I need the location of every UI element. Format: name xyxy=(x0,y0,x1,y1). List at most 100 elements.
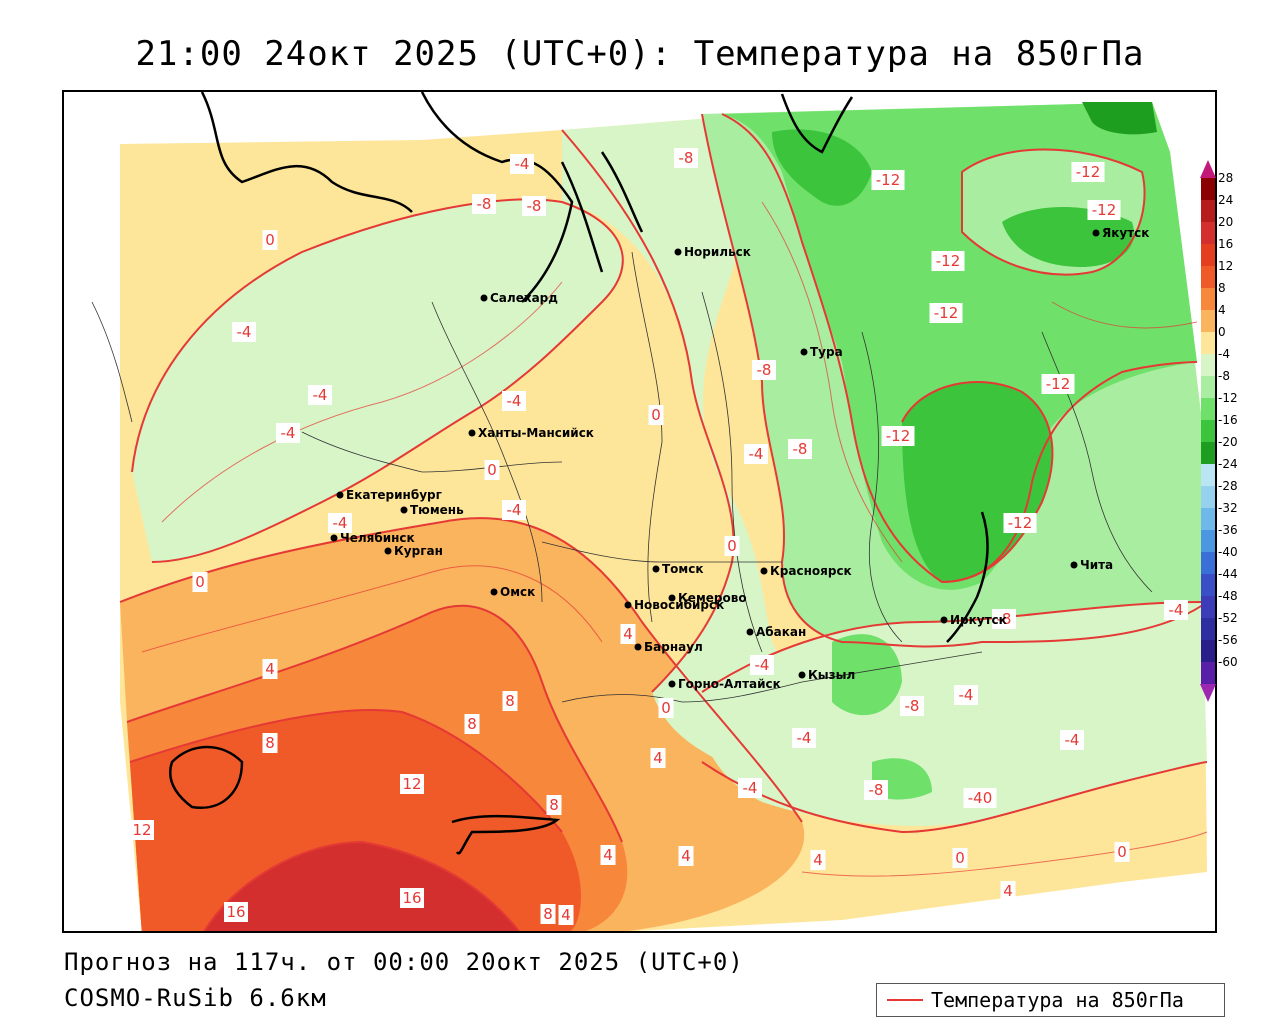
city-label: Омск xyxy=(500,585,535,599)
isotherm-label-bg xyxy=(522,196,546,216)
isotherm-label: 8 xyxy=(505,692,515,710)
city-dot xyxy=(490,588,498,596)
isotherm-label-bg xyxy=(484,460,500,480)
isotherm-label: 8 xyxy=(549,796,559,814)
isotherm-label-bg xyxy=(400,888,424,908)
colorbar-tick: -12 xyxy=(1218,391,1238,405)
isotherm-label-bg xyxy=(929,303,963,323)
isotherm-label: 0 xyxy=(1117,843,1127,861)
city-label: Тура xyxy=(810,345,843,359)
isotherm-lines xyxy=(119,113,1208,931)
isotherm-label-bg xyxy=(678,846,694,866)
isotherm-label: 4 xyxy=(813,851,823,869)
isotherm-label-bg xyxy=(262,733,278,753)
city-label: Горно-Алтайск xyxy=(678,677,781,691)
isotherm-label-bg xyxy=(963,788,997,808)
isotherm-label: -4 xyxy=(281,424,296,442)
forecast-info: Прогноз на 117ч. от 00:00 20окт 2025 (UT… xyxy=(64,948,744,976)
isotherm-label-bg xyxy=(464,714,480,734)
colorbar-cell xyxy=(1201,244,1215,266)
isotherm-label: -8 xyxy=(793,440,808,458)
isotherm-label-bg xyxy=(1087,200,1121,220)
isotherm-label-bg xyxy=(931,251,965,271)
city-label: Екатеринбург xyxy=(346,488,442,502)
isotherm-label: -4 xyxy=(237,323,252,341)
cool-zone-north xyxy=(562,114,783,762)
colorbar-tick: 8 xyxy=(1218,281,1226,295)
isotherm-label: 4 xyxy=(1003,882,1013,900)
colorbar-tick: -20 xyxy=(1218,435,1238,449)
colorbar-cell xyxy=(1201,332,1215,354)
colorbar-tick: -36 xyxy=(1218,523,1238,537)
city-dot xyxy=(800,348,808,356)
isotherm-label: -4 xyxy=(333,514,348,532)
isotherm-label-bg xyxy=(788,439,812,459)
isotherm-label-bg xyxy=(1071,162,1105,182)
isotherm-label: 0 xyxy=(661,699,671,717)
temperature-map: -4 -8-8 -80-12 -12-12-12-12-4-8-12-4 -40-4 -1… xyxy=(91,92,1208,931)
colorbar-tick: 20 xyxy=(1218,215,1234,229)
isotherm-label: 4 xyxy=(681,847,691,865)
legend-label: Температура на 850гПа xyxy=(931,988,1184,1012)
colorbar-tick: -32 xyxy=(1218,501,1238,515)
cold-core-northeast xyxy=(1082,102,1157,135)
city-dot xyxy=(1092,229,1100,237)
isotherm-label-bg xyxy=(881,426,915,446)
warm-zone-16 xyxy=(204,842,519,931)
isotherm-label-bg xyxy=(540,904,556,924)
isotherm-label-bg xyxy=(1003,513,1037,533)
model-name: COSMO-RuSib 6.6км xyxy=(64,984,327,1012)
city-label: Тюмень xyxy=(410,503,464,517)
colorbar-tick: -60 xyxy=(1218,655,1238,669)
isotherm-label-bg xyxy=(1164,600,1188,620)
city-label: Чита xyxy=(1080,558,1113,572)
isotherm-label-bg xyxy=(954,685,978,705)
colorbar-tick: -8 xyxy=(1218,369,1230,383)
isotherm-label: -4 xyxy=(1065,731,1080,749)
isotherm-label-bg xyxy=(232,322,256,342)
isotherm-label-bg xyxy=(620,624,636,644)
isotherm-label: -12 xyxy=(1046,375,1071,393)
isotherm-label-bg xyxy=(1114,842,1130,862)
isotherm-label: -8 xyxy=(527,197,542,215)
colorbar-cell xyxy=(1201,442,1215,464)
colorbar-tick: -40 xyxy=(1218,545,1238,559)
isotherm-label-bg xyxy=(738,778,762,798)
city-dot xyxy=(384,547,392,555)
isotherm-label-bg xyxy=(308,385,332,405)
isotherm-label: 8 xyxy=(543,905,553,923)
isotherm-label: -8 xyxy=(477,195,492,213)
city-label: Челябинск xyxy=(340,531,415,545)
isotherm-label: -4 xyxy=(1169,601,1184,619)
coastlines xyxy=(168,92,989,855)
city-label: Кызыл xyxy=(808,668,855,682)
colorbar-cell xyxy=(1201,376,1215,398)
isotherm-label-bg xyxy=(952,848,968,868)
isotherm-labels: -4 -8-8 -80-12 -12-12-12-12-4-8-12-4 -40-4 -1… xyxy=(130,148,1188,925)
isotherm-label-bg xyxy=(502,391,526,411)
cool-zone-southeast xyxy=(700,602,1207,826)
isotherm-label-bg xyxy=(792,728,816,748)
isotherm-label-bg xyxy=(900,696,924,716)
isotherm-label: -8 xyxy=(757,361,772,379)
cold-core-north xyxy=(772,129,872,206)
isotherm-label-bg xyxy=(750,655,774,675)
colorbar-cell xyxy=(1201,508,1215,530)
isotherm-label: -8 xyxy=(679,149,694,167)
isotherm-label-bg xyxy=(1041,374,1075,394)
city-dot xyxy=(336,491,344,499)
isotherm-label: -4 xyxy=(507,501,522,519)
colorbar-cell xyxy=(1201,486,1215,508)
isotherm-label: 4 xyxy=(653,749,663,767)
isotherm-lines-thin xyxy=(141,201,1208,877)
isotherm-label: -4 xyxy=(743,779,758,797)
colorbar-cell xyxy=(1201,222,1215,244)
colorbar-tick: -44 xyxy=(1218,567,1238,581)
colorbar-cell xyxy=(1201,178,1215,200)
colorbar-cell xyxy=(1201,530,1215,552)
isotherm-label-bg xyxy=(502,691,518,711)
colorbar-cell xyxy=(1201,266,1215,288)
isotherm-label: 16 xyxy=(226,903,245,921)
isotherm-label-bg xyxy=(744,444,768,464)
colorbar-tick: -24 xyxy=(1218,457,1238,471)
